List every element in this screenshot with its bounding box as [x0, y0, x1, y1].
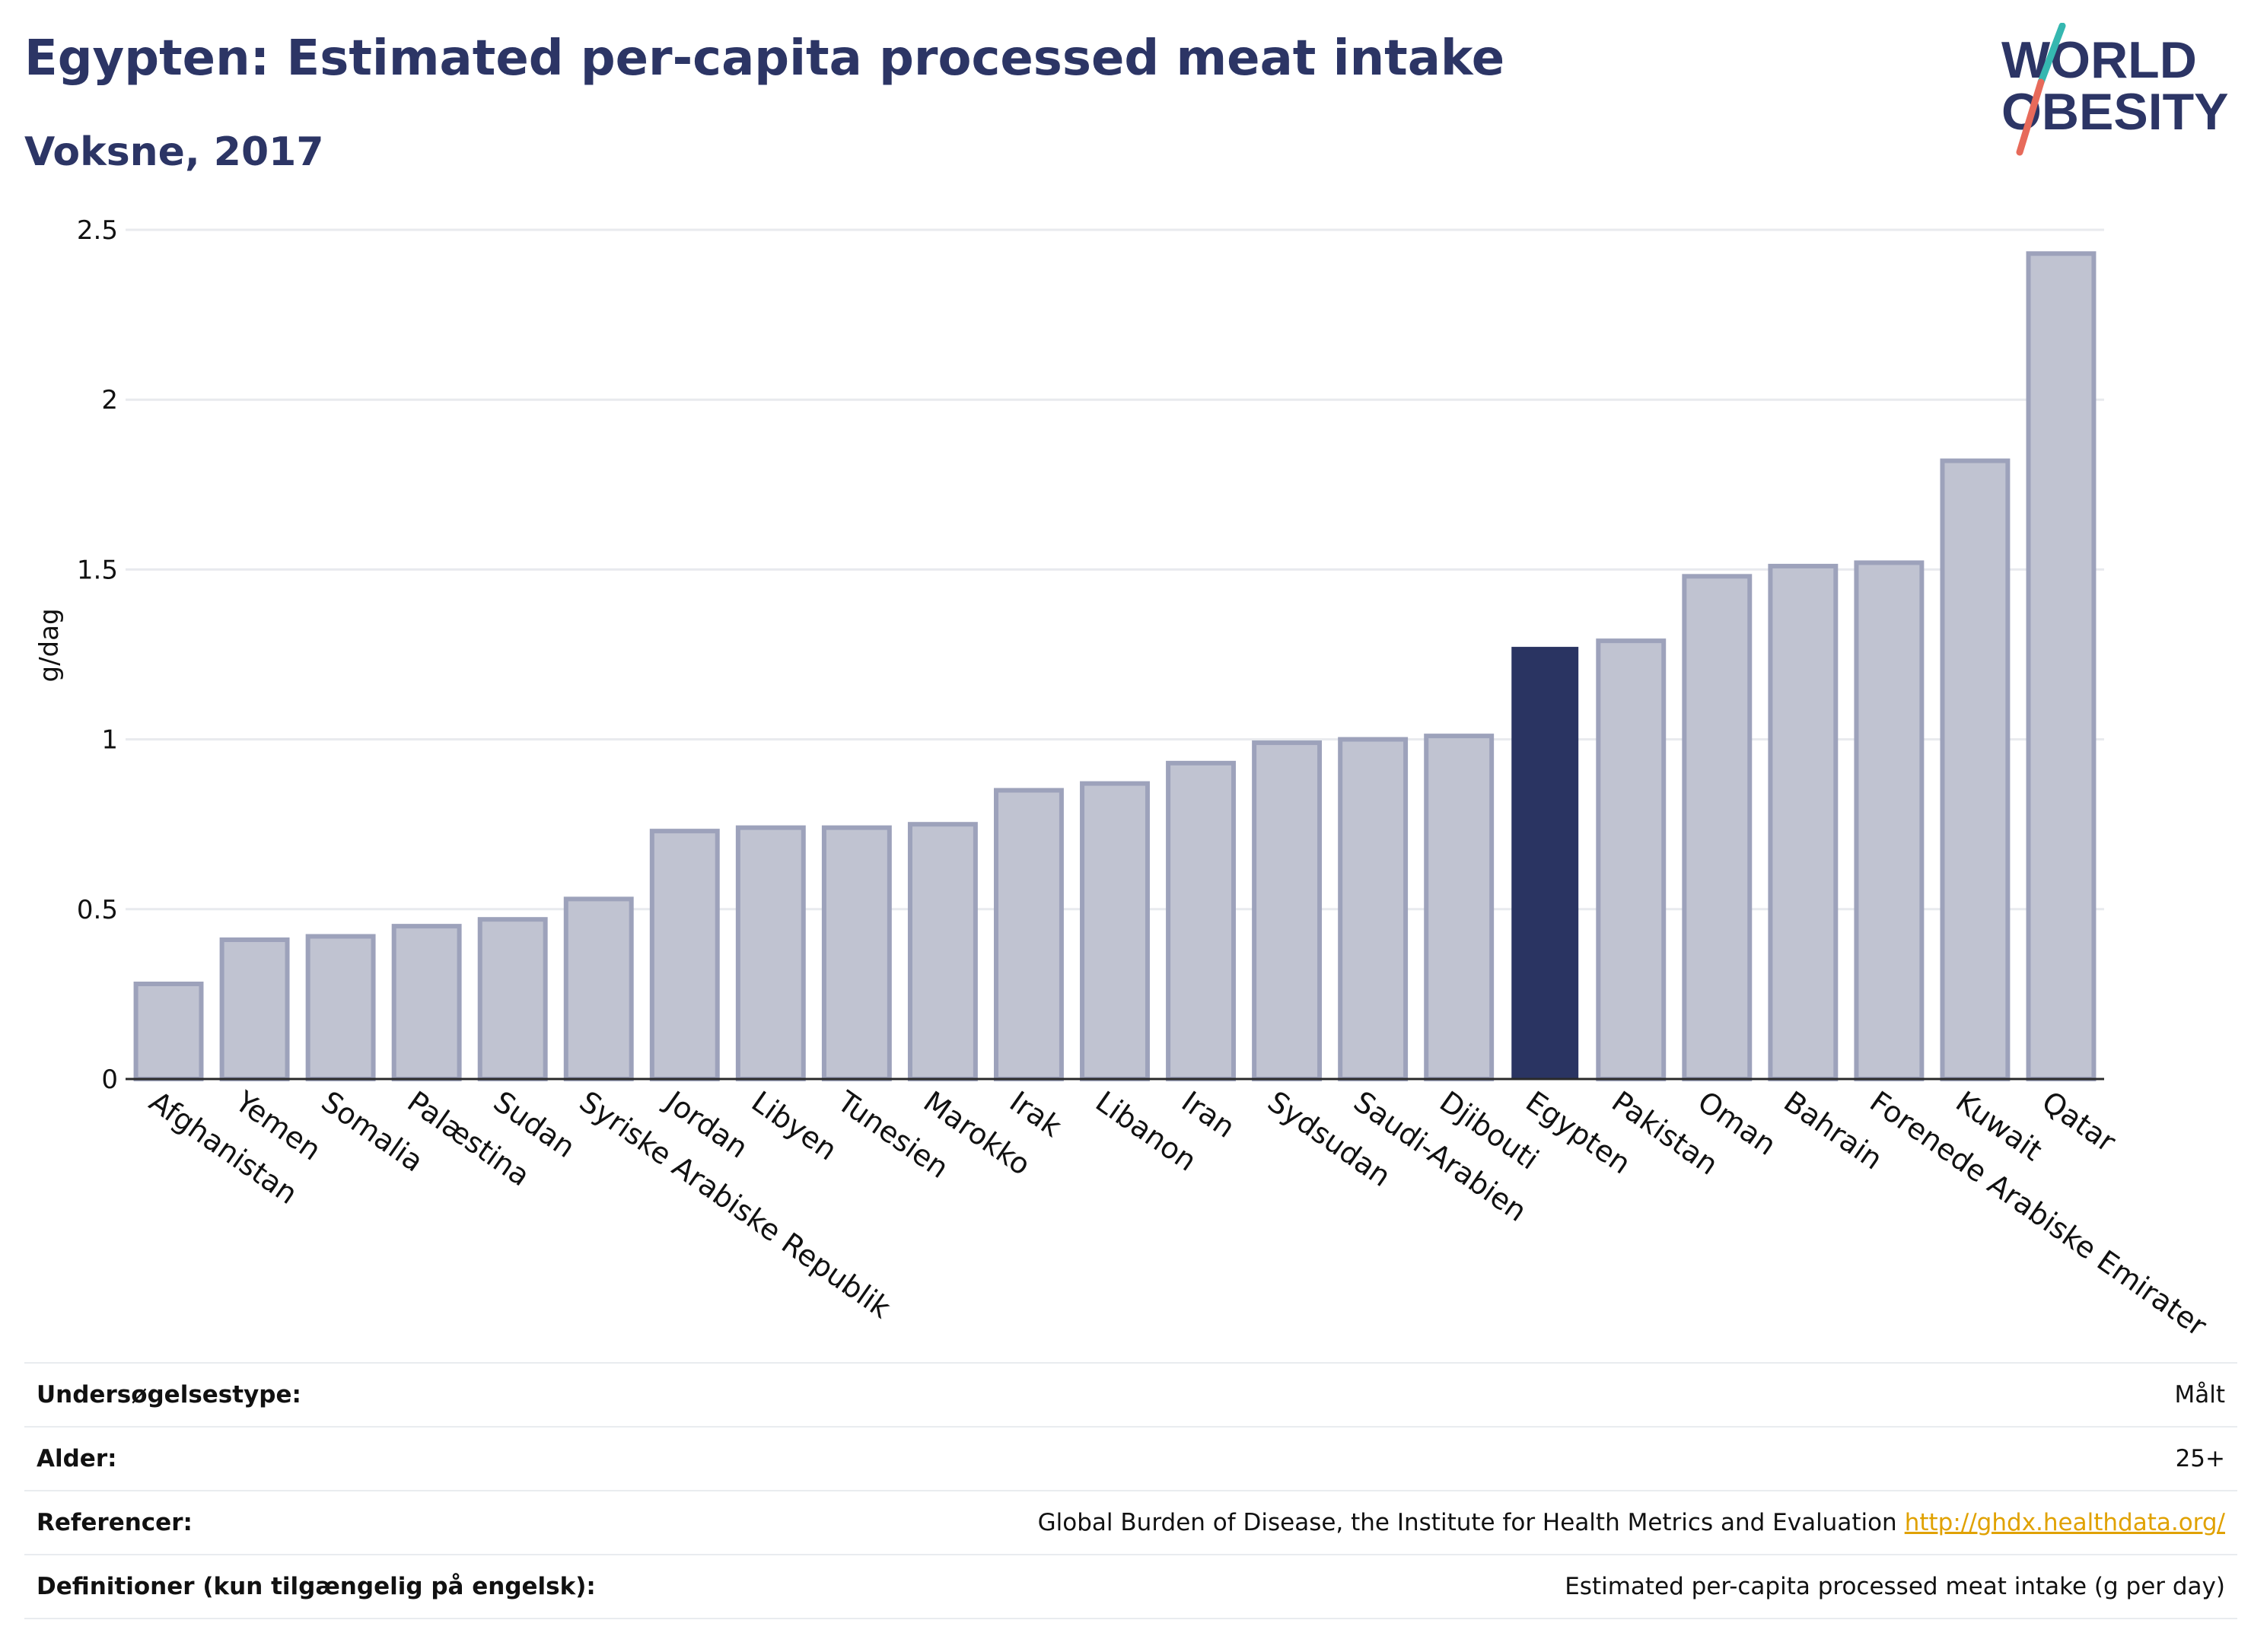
bar-marokko [907, 822, 978, 1081]
y-tick-labels: 0 0.5 1 1.5 2 2.5 [77, 215, 118, 1095]
x-tick-label: Qatar [2036, 1084, 2122, 1159]
info-value: 25+ [2175, 1445, 2225, 1472]
bar-bahrain [1768, 563, 1839, 1081]
x-tick-labels: AfghanistanYemenSomaliaPalæstinaSudanSyr… [143, 1084, 2213, 1343]
bar-oman [1682, 574, 1753, 1081]
bar-pakistan [1596, 638, 1667, 1081]
info-row-age: Alder: 25+ [24, 1426, 2237, 1490]
info-value: Estimated per-capita processed meat inta… [1565, 1573, 2225, 1600]
info-table: Undersøgelsestype: Målt Alder: 25+ Refer… [24, 1362, 2237, 1619]
bar-djibouti [1424, 734, 1495, 1081]
bar-saudi-arabien [1338, 737, 1409, 1081]
info-row-definitions: Definitioner (kun tilgængelig på engelsk… [24, 1554, 2237, 1619]
bar-libanon [1080, 781, 1150, 1081]
x-tick-label: Irak [1004, 1084, 1068, 1143]
bar-qatar [2026, 251, 2097, 1081]
y-tick-label: 1.5 [77, 555, 118, 585]
bar-palæstina [391, 924, 462, 1081]
bar-tunesien [821, 825, 892, 1081]
reference-text: Global Burden of Disease, the Institute … [1037, 1509, 1897, 1536]
info-label: Referencer: [37, 1509, 193, 1536]
bar-yemen [219, 937, 290, 1081]
bar-libyen [735, 825, 806, 1081]
y-tick-label: 0.5 [77, 895, 118, 925]
bar-egypten [1511, 647, 1579, 1080]
info-label: Undersøgelsestype: [37, 1381, 301, 1408]
y-axis-label: g/dag [34, 608, 65, 682]
bar-chart: 0 0.5 1 1.5 2 2.5 AfghanistanYemenSomaliaPalæ… [34, 215, 2213, 1343]
y-tick-label: 2 [101, 385, 118, 415]
y-tick-label: 2.5 [77, 215, 118, 246]
bar-afghanistan [133, 982, 204, 1082]
bar-syriske-arabiske-republik [563, 896, 634, 1081]
bar-jordan [649, 829, 720, 1082]
x-tick-label: Iran [1176, 1084, 1241, 1144]
info-value: Global Burden of Disease, the Institute … [1038, 1509, 2225, 1536]
x-tick-label: Afghanistan [143, 1084, 304, 1211]
logo-line-1: WORLD [2001, 31, 2197, 89]
world-obesity-logo: WORLD OBESITY [2001, 23, 2229, 156]
bar-irak [994, 788, 1064, 1082]
x-tick-label: Forenede Arabiske Emirater [1864, 1084, 2213, 1343]
info-row-references: Referencer: Global Burden of Disease, th… [24, 1490, 2237, 1554]
info-label: Definitioner (kun tilgængelig på engelsk… [37, 1573, 596, 1600]
bar-kuwait [1940, 458, 2011, 1081]
reference-link[interactable]: http://ghdx.healthdata.org/ [1904, 1509, 2225, 1536]
bar-iran [1166, 760, 1236, 1082]
x-tick-label: Libyen [746, 1084, 843, 1167]
info-label: Alder: [37, 1445, 117, 1472]
y-tick-label: 0 [101, 1065, 118, 1095]
chart-title: Egypten: Estimated per-capita processed … [24, 30, 1505, 87]
bar-sydsudan [1252, 740, 1323, 1082]
info-value: Målt [2174, 1381, 2225, 1408]
bars [133, 251, 2097, 1082]
bar-somalia [305, 934, 376, 1081]
info-row-survey-type: Undersøgelsestype: Målt [24, 1362, 2237, 1426]
x-tick-label: Bahrain [1778, 1084, 1889, 1176]
y-tick-label: 1 [101, 725, 118, 756]
bar-forenede-arabiske-emirater [1854, 560, 1925, 1081]
bar-sudan [477, 917, 548, 1082]
chart-subtitle: Voksne, 2017 [24, 129, 324, 175]
